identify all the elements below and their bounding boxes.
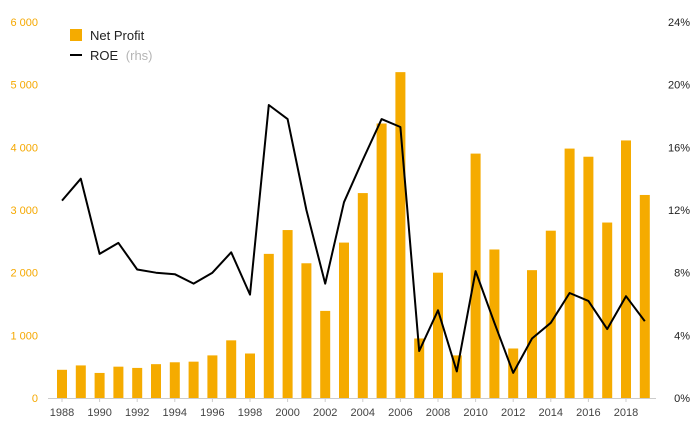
right-tick-label: 0% (674, 393, 690, 405)
net-profit-bar (245, 353, 255, 398)
x-tick-label: 1990 (87, 407, 111, 419)
x-tick-label: 2016 (576, 407, 600, 419)
x-tick-label: 1988 (50, 407, 74, 419)
x-tick-label: 2006 (388, 407, 412, 419)
left-tick-label: 6 000 (10, 17, 38, 29)
x-tick-label: 1994 (163, 407, 187, 419)
x-tick-label: 2002 (313, 407, 337, 419)
net-profit-bar (545, 230, 556, 398)
net-profit-bar (414, 338, 425, 398)
net-profit-bar (207, 355, 218, 398)
roe-line-layer (61, 104, 646, 374)
left-tick-label: 5 000 (10, 80, 38, 92)
net-profit-bar (433, 272, 443, 398)
left-tick-label: 3 000 (10, 205, 38, 217)
net-profit-bar (75, 365, 86, 398)
x-tick-label: 2010 (463, 407, 487, 419)
x-tick-label: 2018 (614, 407, 638, 419)
right-tick-label: 20% (668, 80, 690, 92)
net-profit-bar (282, 230, 293, 398)
net-profit-bar (94, 372, 105, 398)
net-profit-bar (169, 362, 180, 398)
net-profit-bar (263, 253, 274, 398)
net-profit-bar (583, 156, 594, 398)
net-profit-bar (226, 340, 237, 398)
right-tick-label: 4% (674, 330, 690, 342)
x-tick-label: 2004 (351, 407, 375, 419)
x-tick-label: 2000 (275, 407, 299, 419)
legend-net-profit-swatch (70, 29, 82, 41)
net-profit-bar (639, 194, 650, 398)
net-profit-bar (357, 193, 368, 398)
right-tick-label: 24% (668, 17, 690, 29)
net-profit-bar (301, 263, 312, 398)
left-tick-label: 2 000 (10, 268, 38, 280)
x-tick-label: 1992 (125, 407, 149, 419)
right-tick-label: 16% (668, 142, 690, 154)
x-axis-ticks: 1988 1990 1992 1994 1996 1998 2000 2002 2004 2006… (50, 398, 638, 419)
net-profit-bar (339, 242, 349, 398)
x-tick-label: 2012 (501, 407, 525, 419)
x-tick-label: 2014 (539, 407, 563, 419)
left-tick-label: 4 000 (10, 142, 38, 154)
right-axis-ticks: 0% 4% 8% 12% 16% 20% 24% (668, 17, 690, 405)
roe-line (61, 104, 646, 374)
legend-roe-label: ROE (rhs) (90, 48, 153, 63)
legend-roe-suffix: (rhs) (126, 48, 153, 63)
net-profit-bar (564, 148, 575, 398)
right-tick-label: 8% (674, 268, 690, 280)
left-tick-label: 1 000 (10, 330, 38, 342)
net-profit-bars (57, 72, 650, 399)
net-profit-bar (451, 355, 462, 398)
legend-net-profit-label: Net Profit (90, 28, 145, 43)
net-profit-bar (151, 364, 161, 398)
net-profit-bar (132, 367, 143, 398)
legend: Net Profit ROE (rhs) (70, 28, 153, 63)
net-profit-bar (57, 369, 67, 398)
net-profit-bar (376, 123, 387, 399)
left-axis-ticks: 0 1 000 2 000 3 000 4 000 5 000 6 000 (10, 17, 38, 405)
x-tick-label: 2008 (426, 407, 450, 419)
net-profit-bar (621, 140, 631, 398)
x-tick-label: 1998 (238, 407, 262, 419)
net-profit-bar (395, 72, 406, 398)
net-profit-bar (320, 310, 331, 398)
right-tick-label: 12% (668, 205, 690, 217)
x-tick-label: 1996 (200, 407, 224, 419)
net-profit-bar (602, 222, 613, 398)
net-profit-bar (188, 361, 199, 398)
net-profit-bar (113, 366, 124, 398)
left-tick-label: 0 (32, 393, 38, 405)
net-profit-bar (527, 270, 537, 398)
legend-roe-name: ROE (90, 48, 119, 63)
